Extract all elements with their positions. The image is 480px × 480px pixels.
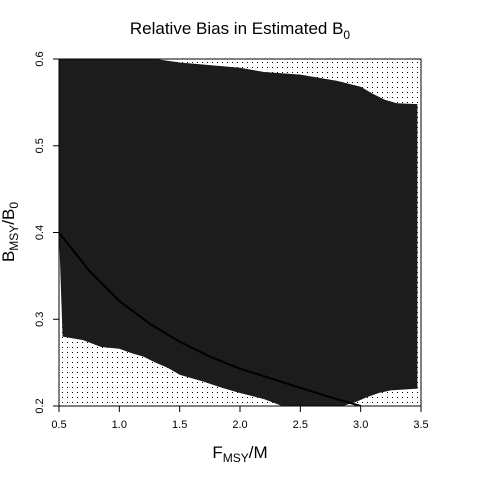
x-axis-title: FMSY/M <box>212 443 267 465</box>
reference-curve <box>59 231 361 406</box>
bias-region <box>59 59 418 406</box>
y-tick-label: 0.6 <box>34 51 46 66</box>
x-tick-label: 3.0 <box>353 419 368 431</box>
y-tick-label: 0.2 <box>34 398 46 413</box>
y-tick-label: 0.5 <box>34 138 46 153</box>
plot-area <box>59 59 421 406</box>
chart-title: Relative Bias in Estimated B0 <box>130 19 351 42</box>
y-tick-label: 0.4 <box>34 225 46 240</box>
x-tick-label: 3.5 <box>413 419 428 431</box>
x-tick-label: 2.0 <box>232 419 247 431</box>
chart-title-subscript: 0 <box>343 28 350 42</box>
x-tick-label: 1.5 <box>172 419 187 431</box>
x-tick-label: 0.5 <box>51 419 66 431</box>
x-tick-label: 1.0 <box>112 419 127 431</box>
x-axis: 0.5 1.0 1.5 2.0 2.5 3.0 3.5 <box>51 406 429 431</box>
y-axis-title: BMSY/B0 <box>0 202 21 262</box>
y-tick-label: 0.3 <box>34 312 46 327</box>
x-tick-label: 2.5 <box>293 419 308 431</box>
y-axis: 0.2 0.3 0.4 0.5 0.6 <box>34 51 59 414</box>
